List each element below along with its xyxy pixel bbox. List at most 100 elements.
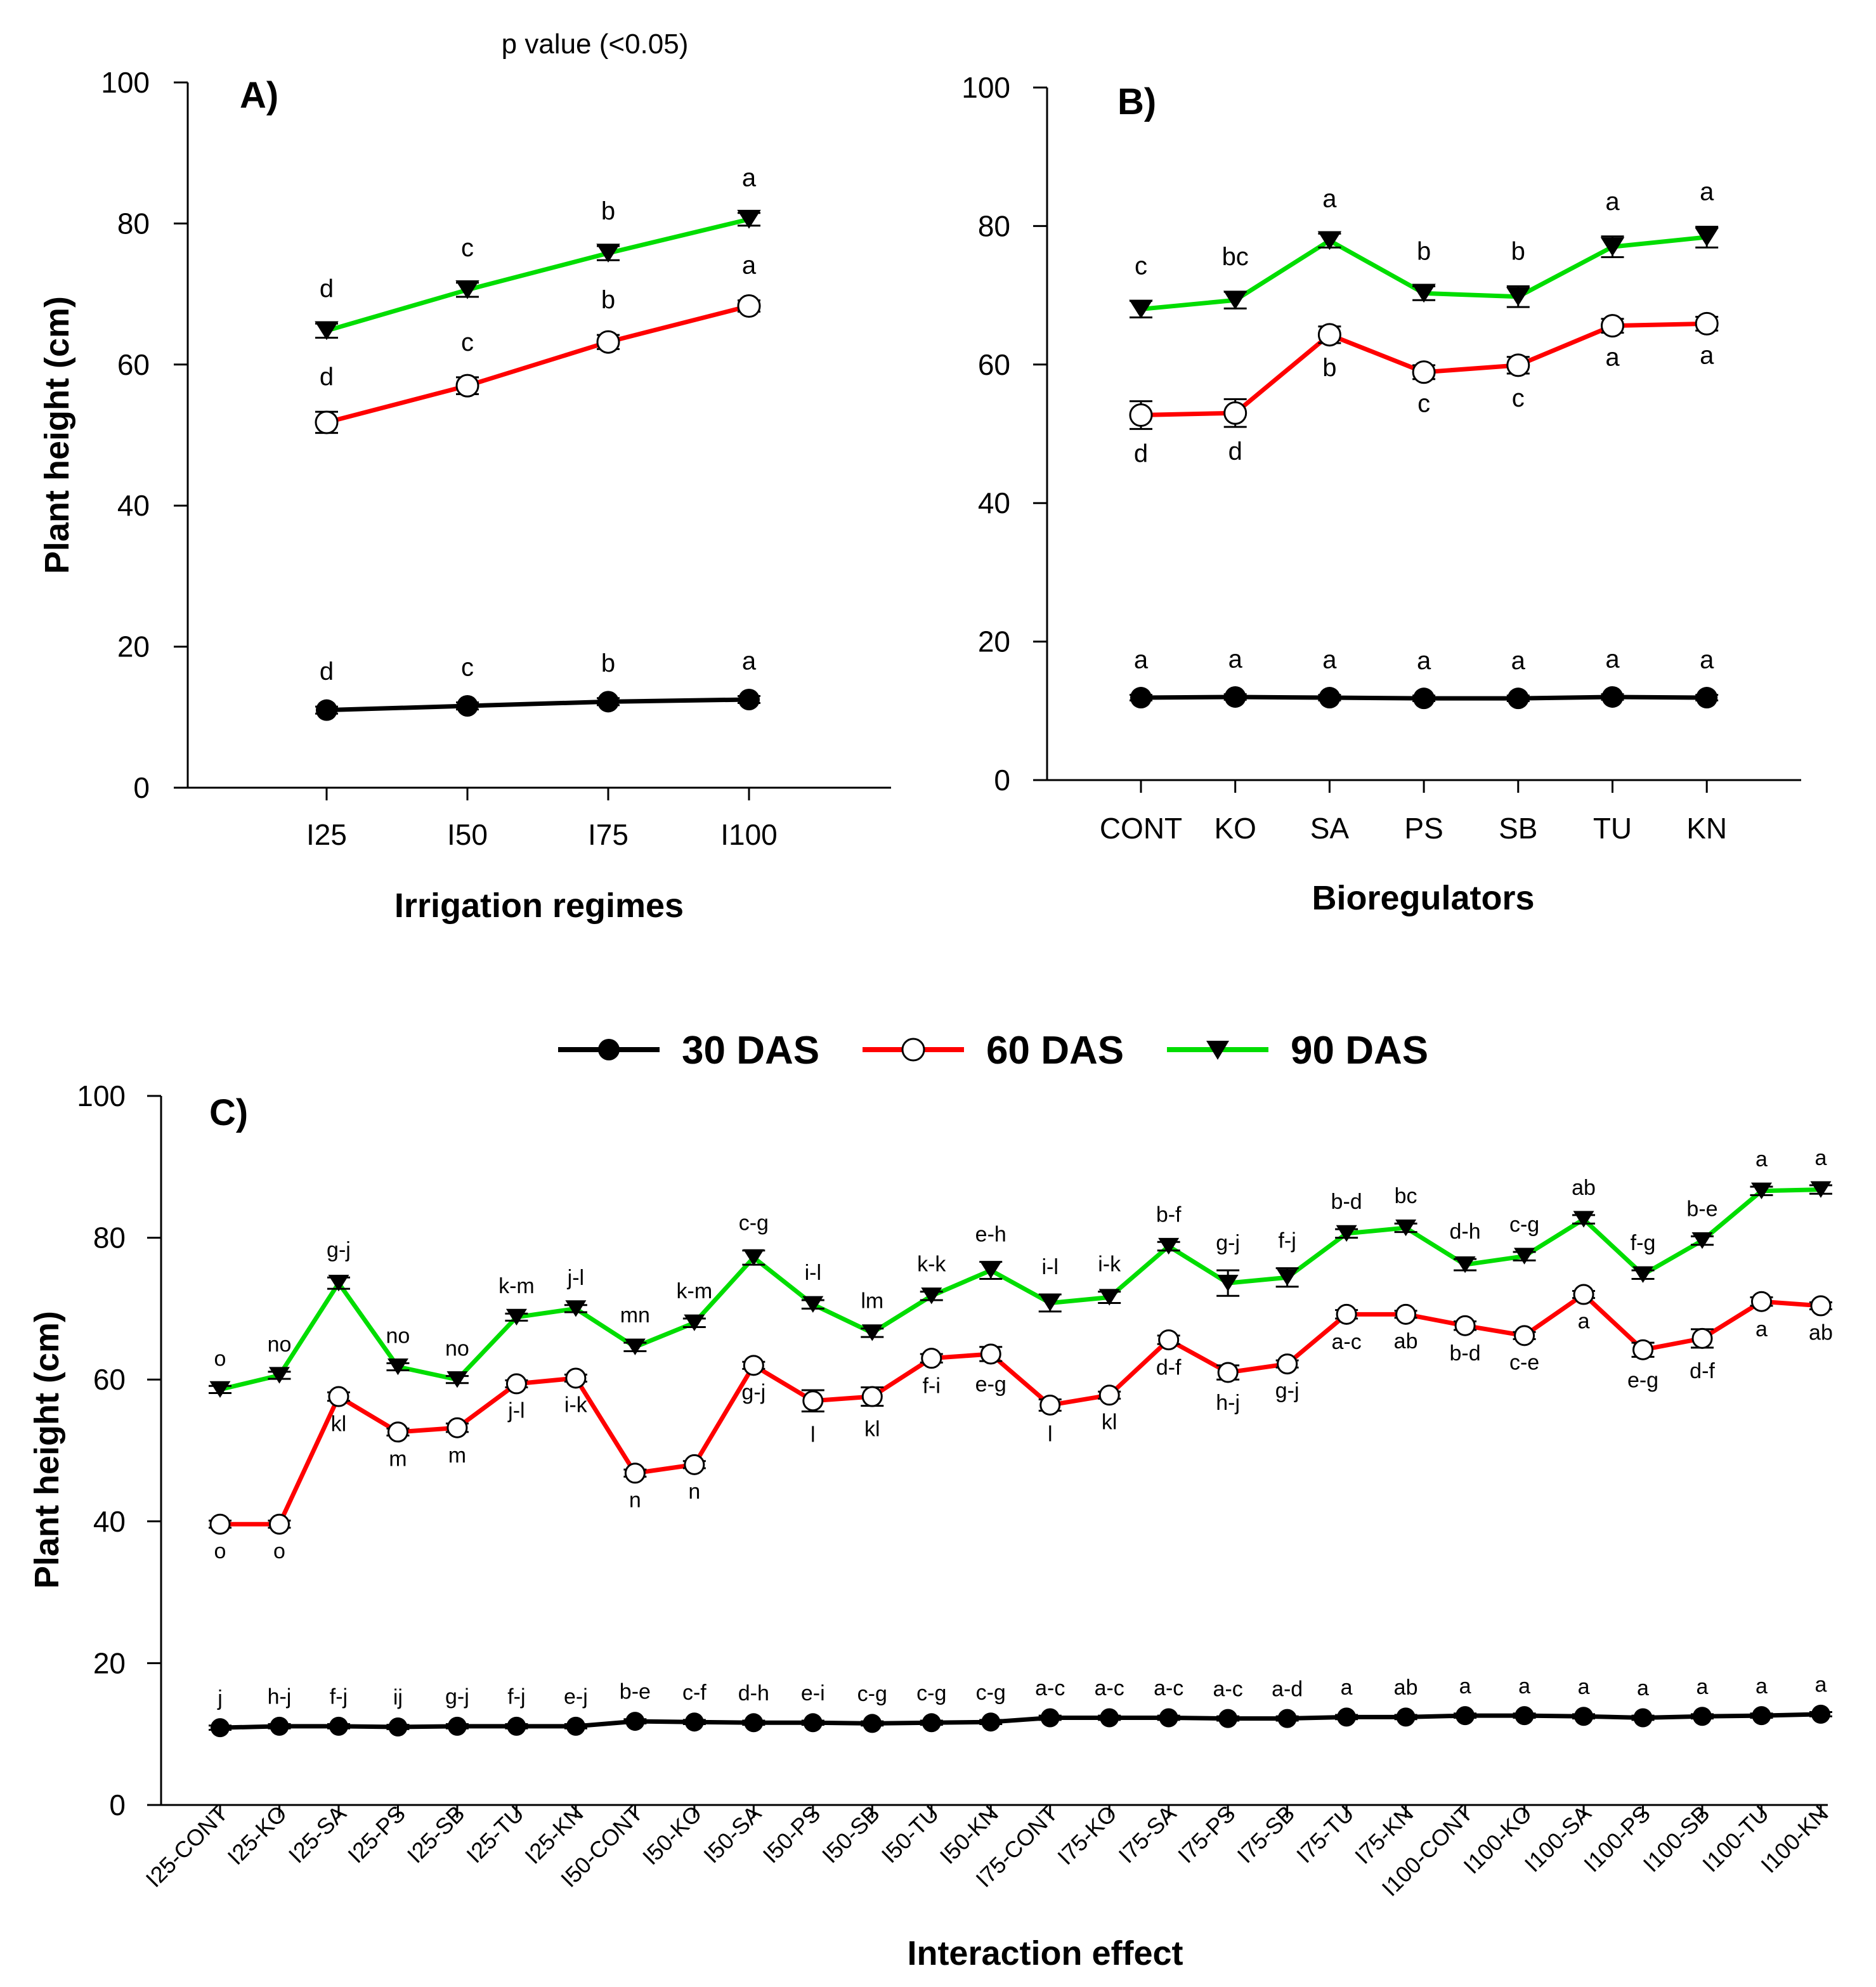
panel-c-series-30-das-point bbox=[744, 1713, 764, 1733]
panel-c-series-90-das-point bbox=[387, 1358, 408, 1376]
panel-c-series-90-das-significance-letter: d-h bbox=[1450, 1220, 1481, 1244]
panel-a-series-30-das-point bbox=[738, 689, 760, 710]
panel-a-series-60-das-point bbox=[596, 330, 620, 354]
panel-c-y-tick-label: 40 bbox=[93, 1505, 126, 1538]
panel-c-series-30-das-point bbox=[1396, 1707, 1416, 1727]
panel-a-series-60-das-significance-letter: d bbox=[320, 363, 334, 391]
panel-b-series-90-das-significance-letter: bc bbox=[1222, 243, 1249, 271]
legend-label-90-das: 90 DAS bbox=[1291, 1029, 1428, 1072]
panel-c-series-60-das-significance-letter: kl bbox=[331, 1412, 347, 1437]
panel-c-series-90-das-point bbox=[1750, 1182, 1772, 1199]
panel-b-series-60-das-point bbox=[1695, 311, 1719, 336]
panel-b-series-90-das-significance-letter: a bbox=[1700, 178, 1714, 205]
panel-b-y-tick-label: 40 bbox=[978, 486, 1010, 519]
panel-c-series-60-das-significance-letter: l bbox=[1048, 1422, 1053, 1446]
panel-c-series-30-das-significance-letter: a bbox=[1341, 1676, 1353, 1700]
panel-a-series-60-das-point bbox=[737, 294, 761, 318]
panel-b-series-60-das-significance-letter: c bbox=[1512, 384, 1525, 412]
panel-c-series-60-das-point bbox=[1217, 1362, 1239, 1383]
panel-c-series-60-das-point bbox=[1691, 1327, 1713, 1349]
panel-c-x-tick-label: I100-SA bbox=[1520, 1801, 1596, 1877]
panel-c-series-90-das-point bbox=[1514, 1248, 1535, 1265]
panel-a-label: A) bbox=[240, 75, 278, 116]
panel-c-x-tick-label: I50-PS bbox=[758, 1801, 826, 1868]
panel-c-series-60-das-point bbox=[861, 1386, 883, 1407]
panel-c-series-90-das-significance-letter: f-g bbox=[1631, 1231, 1656, 1255]
panel-c-series-60-das-point bbox=[1514, 1325, 1535, 1346]
panel-a-series-30-das-significance-letter: d bbox=[320, 658, 334, 686]
panel-c-series-30-das-significance-letter: a bbox=[1578, 1675, 1590, 1699]
panel-c-series-90-das-point bbox=[1810, 1181, 1832, 1198]
panel-c-series-90-das-significance-letter: c-g bbox=[1509, 1213, 1539, 1237]
panel-c-series-30-das-significance-letter: a bbox=[1459, 1674, 1471, 1698]
panel-c-x-tick-label: I75-SB bbox=[1232, 1801, 1300, 1868]
panel-c-series-60-das-significance-letter: e-g bbox=[975, 1372, 1006, 1397]
panel-c-series-30-das-significance-letter: a-c bbox=[1213, 1677, 1243, 1701]
panel-c-x-axis-title: Interaction effect bbox=[907, 1934, 1183, 1972]
panel-c-series-90-das-significance-letter: mn bbox=[620, 1303, 650, 1327]
panel-c-series-60-das-significance-letter: e-g bbox=[1627, 1368, 1658, 1392]
panel-c-series-60-das-point bbox=[743, 1355, 764, 1376]
panel-a-series-90-das-significance-letter: c bbox=[461, 234, 474, 262]
panel-c-series-90-das-point bbox=[268, 1367, 290, 1384]
panel-b-series-30-das-significance-letter: a bbox=[1417, 647, 1431, 675]
panel-c-series-30-das-point bbox=[922, 1713, 941, 1733]
panel-b-label: B) bbox=[1117, 81, 1156, 122]
panel-c-series-90-das-significance-letter: o bbox=[214, 1346, 226, 1371]
panel-c-series-90-das-significance-letter: b-e bbox=[1686, 1197, 1717, 1221]
panel-a-series-90-das-significance-letter: d bbox=[320, 275, 334, 303]
panel-c-x-tick-label: I25-SA bbox=[283, 1801, 351, 1868]
panel-c-series-90-das-significance-letter: i-l bbox=[1042, 1255, 1059, 1279]
panel-b-series-90-das-point bbox=[1695, 227, 1719, 247]
panel-c-series-60-das-point bbox=[1573, 1284, 1594, 1305]
panel-c-series-60-das-point bbox=[1750, 1291, 1772, 1312]
panel-b-x-tick-label: KN bbox=[1686, 812, 1727, 845]
panel-c-series-60-das-significance-letter: kl bbox=[1102, 1410, 1117, 1434]
panel-b-y-tick-label: 100 bbox=[961, 71, 1010, 104]
panel-c-series-30-das-significance-letter: c-g bbox=[916, 1681, 946, 1705]
panel-b-series-90-das-significance-letter: a bbox=[1605, 188, 1620, 216]
panel-b-x-tick-label: KO bbox=[1214, 812, 1256, 845]
panel-b-series-30-das-significance-letter: a bbox=[1228, 646, 1243, 674]
panel-c-series-90-das-point bbox=[1336, 1225, 1357, 1242]
panel-c-series-60-das-point bbox=[802, 1390, 824, 1412]
panel-c-x-tick-label: I50-SB bbox=[817, 1801, 885, 1868]
panel-a-series-90-das-significance-letter: a bbox=[742, 164, 757, 192]
panel-c-series-60-das-point bbox=[446, 1417, 468, 1438]
panel-c-y-tick-label: 0 bbox=[109, 1788, 126, 1821]
open-circle-icon bbox=[901, 1038, 925, 1062]
panel-c-series-60-das-significance-letter: l bbox=[811, 1423, 816, 1447]
panel-c-series-30-das-point bbox=[1633, 1708, 1653, 1728]
panel-c-series-60-das-point bbox=[1395, 1303, 1417, 1325]
panel-c-series-60-das-point bbox=[268, 1513, 290, 1535]
panel-c-x-tick-label: I100-SB bbox=[1638, 1801, 1715, 1877]
panel-c-x-tick-label: I25-TU bbox=[461, 1801, 529, 1868]
panel-c-series-90-das-significance-letter: no bbox=[268, 1332, 292, 1357]
panel-c-series-90-das-significance-letter: a bbox=[1814, 1146, 1827, 1170]
panel-c-series-60-das-point bbox=[1039, 1394, 1061, 1416]
panel-b-series-60-das-significance-letter: b bbox=[1322, 354, 1336, 382]
panel-c-series-60-das-significance-letter: n bbox=[688, 1480, 700, 1504]
panel-c-y-tick-label: 60 bbox=[93, 1363, 126, 1396]
panel-c-series-30-das-point bbox=[1159, 1708, 1178, 1728]
panel-c-series-30-das-significance-letter: a-c bbox=[1035, 1676, 1065, 1700]
panel-c-series-90-das-significance-letter: bc bbox=[1395, 1184, 1417, 1208]
panel-c-series-30-das-significance-letter: a bbox=[1697, 1675, 1709, 1699]
panel-c-series-60-das-significance-letter: kl bbox=[864, 1417, 880, 1442]
panel-c-series-60-das-point bbox=[1810, 1295, 1832, 1317]
panel-c-series-30-das-significance-letter: a bbox=[1814, 1673, 1827, 1697]
panel-c-series-90-das-point bbox=[1395, 1219, 1417, 1237]
panel-a-series-90-das-significance-letter: b bbox=[601, 197, 615, 225]
legend-item-90-das: 90 DAS bbox=[1167, 1029, 1428, 1072]
panel-b-series-30-das-point bbox=[1224, 686, 1246, 708]
panel-b-y-tick-label: 80 bbox=[978, 209, 1010, 242]
panel-a-y-tick-label: 40 bbox=[117, 489, 150, 522]
panel-b-series-30-das-point bbox=[1507, 687, 1529, 710]
panel-c-series-60-das-significance-letter: m bbox=[448, 1443, 466, 1468]
panel-b-series-90-das-point bbox=[1317, 231, 1342, 251]
panel-c-series-90-das-point bbox=[861, 1324, 883, 1341]
panel-c-series-60-das-significance-letter: a bbox=[1755, 1317, 1768, 1341]
panel-b-series-90-das-point bbox=[1600, 237, 1625, 257]
